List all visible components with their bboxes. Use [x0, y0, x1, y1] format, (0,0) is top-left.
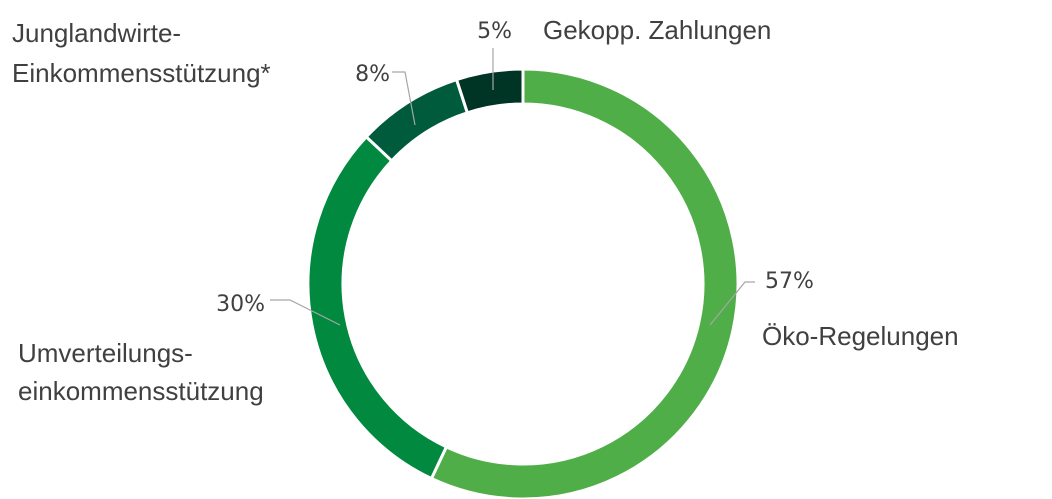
- donut-slice: [306, 134, 449, 481]
- category-label: einkommensstützung: [18, 376, 264, 406]
- leader-line: [709, 281, 755, 326]
- category-label: Gekopp. Zahlungen: [543, 15, 771, 45]
- donut-slice: [429, 67, 740, 499]
- donut-slice: [364, 77, 470, 163]
- value-label: 30%: [216, 292, 265, 317]
- leader-line: [392, 71, 416, 126]
- category-label: Junglandwirte-: [12, 18, 181, 48]
- category-label: Umverteilungs-: [18, 338, 193, 368]
- value-label: 8%: [355, 62, 390, 87]
- category-label: Öko-Regelungen: [762, 321, 959, 351]
- category-label: Einkommensstützung*: [12, 58, 271, 88]
- leader-line: [270, 299, 341, 326]
- value-label: 57%: [765, 269, 814, 294]
- donut-slice: [454, 67, 525, 115]
- value-label: 5%: [477, 19, 512, 44]
